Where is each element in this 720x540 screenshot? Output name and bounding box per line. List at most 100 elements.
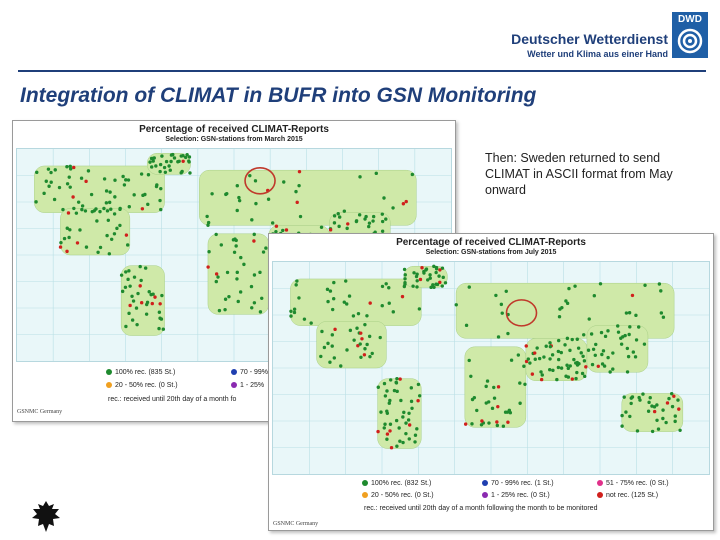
station-dot xyxy=(57,185,62,190)
station-dot xyxy=(67,175,71,179)
station-dot xyxy=(171,152,175,157)
station-dot xyxy=(611,367,615,371)
station-dot xyxy=(95,219,99,223)
station-dot xyxy=(428,276,432,280)
station-dot xyxy=(422,269,426,274)
station-dot xyxy=(109,207,113,211)
station-dot xyxy=(443,281,448,285)
legend-item: 51 - 75% rec. (0 St.) xyxy=(597,480,669,487)
station-dot xyxy=(388,429,392,433)
station-dot xyxy=(80,207,84,212)
station-dot xyxy=(322,345,327,350)
station-dot xyxy=(385,411,390,415)
legend-note: rec.: received until 20th day of a month… xyxy=(108,396,237,403)
station-dot xyxy=(608,370,612,374)
station-dot xyxy=(370,351,374,356)
station-dot xyxy=(435,282,440,287)
station-dot xyxy=(274,224,279,228)
station-dot xyxy=(418,277,423,282)
station-dot xyxy=(319,354,323,359)
station-dot xyxy=(345,226,349,231)
station-dot xyxy=(62,236,67,241)
station-dot xyxy=(634,338,639,342)
station-dot xyxy=(238,290,243,294)
station-dot xyxy=(79,176,84,180)
station-dot xyxy=(123,285,128,290)
station-dot xyxy=(207,250,211,254)
station-dot xyxy=(130,294,134,298)
station-dot xyxy=(611,351,615,355)
station-dot xyxy=(600,362,605,366)
station-dot xyxy=(83,209,88,213)
station-dot xyxy=(404,421,408,425)
station-dot xyxy=(376,385,380,389)
station-dot xyxy=(160,154,164,158)
station-dot xyxy=(347,294,352,298)
station-dot xyxy=(104,201,109,205)
station-dot xyxy=(298,214,303,219)
station-dot xyxy=(630,293,635,298)
station-dot xyxy=(643,283,647,288)
station-dot xyxy=(565,363,569,367)
station-dot xyxy=(432,285,436,289)
station-dot xyxy=(108,190,112,194)
station-dot xyxy=(463,422,468,426)
station-dot xyxy=(383,394,388,398)
station-dot xyxy=(292,307,297,311)
station-dot xyxy=(235,277,239,281)
station-dot xyxy=(535,346,539,350)
station-dot xyxy=(426,278,430,282)
station-dot xyxy=(102,206,106,211)
station-dot xyxy=(359,355,363,359)
station-dot xyxy=(167,164,171,168)
station-dot xyxy=(154,164,158,168)
station-dot xyxy=(121,174,125,179)
station-dot xyxy=(570,337,574,342)
station-dot xyxy=(392,388,397,393)
station-dot xyxy=(75,241,80,245)
station-dot xyxy=(669,391,674,396)
station-dot xyxy=(655,403,659,407)
station-dot xyxy=(574,361,578,365)
station-dot xyxy=(500,311,504,315)
station-dot xyxy=(379,410,383,414)
legend-item: 1 - 25% rec. (0 St.) xyxy=(482,492,550,499)
station-dot xyxy=(360,337,364,341)
map-subtitle: Selection: GSN-stations from March 2015 xyxy=(165,136,303,143)
station-dot xyxy=(631,350,636,354)
station-dot xyxy=(467,358,471,363)
station-dot xyxy=(576,346,581,350)
station-dot xyxy=(106,218,111,222)
swirl-icon xyxy=(677,28,703,54)
station-dot xyxy=(380,284,385,289)
station-dot xyxy=(384,217,388,221)
station-dot xyxy=(252,232,256,237)
station-dot xyxy=(68,164,72,168)
station-dot xyxy=(157,310,162,314)
station-dot xyxy=(71,195,75,199)
legend-dot xyxy=(362,492,368,499)
station-dot xyxy=(125,243,130,247)
station-dot xyxy=(620,424,624,428)
station-dot xyxy=(499,302,504,307)
station-dot xyxy=(642,342,647,346)
station-dot xyxy=(410,406,414,410)
station-dot xyxy=(120,289,125,294)
station-dot xyxy=(332,356,337,360)
station-dot xyxy=(330,333,335,337)
station-dot xyxy=(139,300,144,305)
station-dot xyxy=(673,419,677,424)
station-dot xyxy=(542,355,546,359)
station-dot xyxy=(214,272,219,276)
station-dot xyxy=(102,177,107,181)
station-dot xyxy=(297,169,302,174)
station-dot xyxy=(384,282,388,286)
station-dot xyxy=(380,304,384,308)
station-dot xyxy=(634,313,638,318)
station-dot xyxy=(598,282,603,286)
station-dot xyxy=(606,329,610,333)
legend-item: 1 - 25% xyxy=(231,382,264,389)
station-dot xyxy=(622,395,626,399)
station-dot xyxy=(550,353,555,357)
station-dot xyxy=(72,206,76,211)
